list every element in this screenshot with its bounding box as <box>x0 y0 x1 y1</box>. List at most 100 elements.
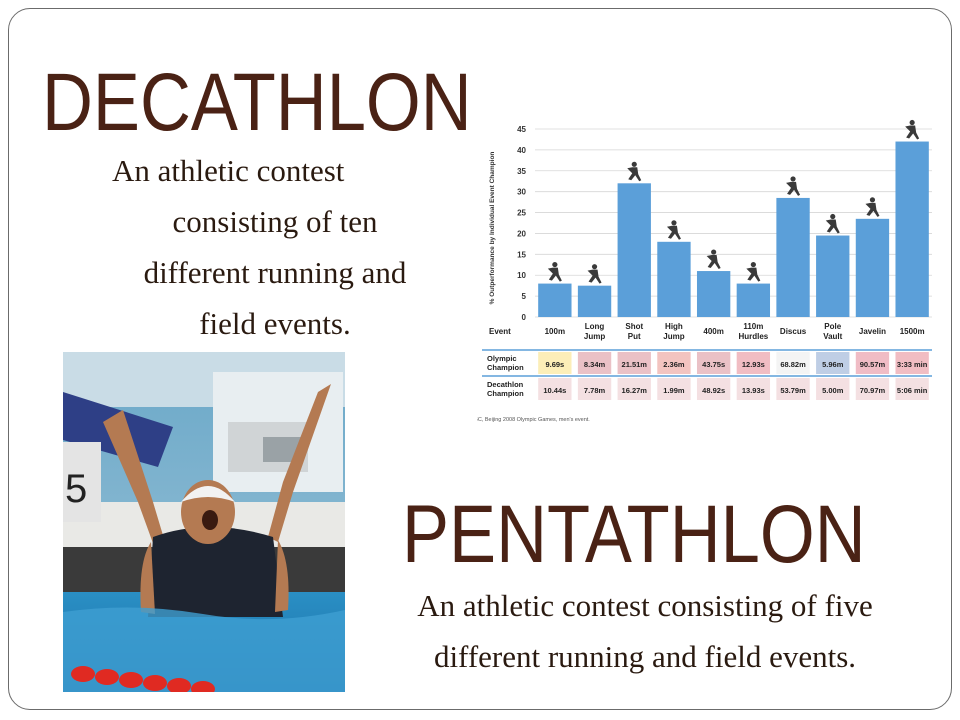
y-tick-label: 35 <box>517 167 526 176</box>
x-tick-label: Javelin <box>859 327 886 336</box>
y-tick-label: 0 <box>522 313 527 322</box>
pentathlon-title: PENTATHLON <box>402 489 866 580</box>
decathlon-value: 48.92s <box>702 386 725 395</box>
olympic-value: 8.34m <box>584 360 606 369</box>
chart-labels: 0 5 10 15 20 25 30 35 40 45 % Outperformance by In… <box>489 125 925 341</box>
chart-source: Source: BBC, Beijing 2008 Olympic Games,… <box>477 417 590 423</box>
olympic-value: 2.36m <box>663 360 685 369</box>
event-row-label: Event <box>489 327 511 336</box>
olympic-value: 68.82m <box>780 360 806 369</box>
decathlon-title: DECATHLON <box>42 57 472 148</box>
chart-table: Olympic Champion Decathlon Champion 9.69s 8.3… <box>450 349 932 423</box>
olympic-value: 9.69s <box>545 360 564 369</box>
x-tick-label: Discus <box>780 327 807 336</box>
x-tick-label: 100m <box>545 327 565 336</box>
flag-background <box>538 352 572 374</box>
bar <box>776 197 810 317</box>
bar <box>577 285 612 317</box>
y-tick-label: 10 <box>517 271 526 280</box>
olympic-value: 5.96m <box>822 360 844 369</box>
flag-background <box>895 378 929 400</box>
decathlon-description-line: field events. <box>199 306 351 341</box>
x-tick-label: 400m <box>703 327 723 336</box>
flag-background <box>776 378 810 400</box>
y-tick-label: 40 <box>517 146 526 155</box>
athlete-icon <box>825 213 840 234</box>
decathlon-value: 5:06 min <box>897 386 928 395</box>
decathlon-champion-label: Decathlon Champion <box>487 380 524 398</box>
y-axis-label: % Outperformance by Individual Event Cha… <box>489 152 496 305</box>
flag-background <box>657 352 691 374</box>
bar <box>816 235 850 317</box>
athlete-icon <box>627 161 642 182</box>
x-tick-label: 1500m <box>900 327 925 336</box>
flag-background <box>577 352 612 374</box>
chart-athlete-icons <box>547 119 920 284</box>
flag-background <box>696 378 731 400</box>
x-tick-label: Pole Vault <box>823 322 842 341</box>
flag-background <box>696 352 731 374</box>
athlete-icon <box>706 249 721 270</box>
flag-background <box>736 378 771 400</box>
y-tick-label: 15 <box>517 250 526 259</box>
olympic-value: 12.93s <box>742 360 765 369</box>
athlete-icon <box>905 119 920 140</box>
olympic-value: 43.75s <box>702 360 725 369</box>
flag-background <box>617 378 651 400</box>
chart-bars <box>538 141 929 317</box>
decathlon-description-line: An athletic contest <box>112 153 345 188</box>
flag-background <box>816 352 850 374</box>
bar <box>895 141 929 317</box>
swimmer-celebrating-image: 5 <box>63 352 345 692</box>
y-tick-label: 20 <box>517 229 526 238</box>
x-tick-label: High Jump <box>663 322 684 341</box>
flag-background <box>895 352 929 374</box>
pentathlon-description-line: An athletic contest consisting of five <box>417 588 873 623</box>
decathlon-value: 5.00m <box>822 386 844 395</box>
x-tick-label: 110m Hurdles <box>738 322 768 341</box>
olympic-champion-label: Olympic Champion <box>487 354 524 372</box>
y-tick-label: 5 <box>522 292 527 301</box>
athlete-icon <box>587 264 602 284</box>
swimmer-photo: 5 <box>63 352 345 692</box>
y-tick-label: 45 <box>517 125 526 134</box>
decathlon-value: 16.27m <box>622 386 648 395</box>
bar <box>736 283 771 317</box>
flag-background <box>855 378 890 400</box>
decathlon-value: 10.44s <box>543 386 566 395</box>
flag-background <box>816 378 850 400</box>
bar <box>855 218 890 317</box>
x-tick-label: Long Jump <box>584 322 605 341</box>
lane-number: 5 <box>65 467 87 511</box>
olympic-value: 21.51m <box>622 360 648 369</box>
decathlon-value: 70.97m <box>860 386 886 395</box>
pentathlon-description-line: different running and field events. <box>433 639 857 674</box>
decathlon-description: An athletic contest consisting of ten di… <box>100 145 450 349</box>
pentathlon-description: An athletic contest consisting of five d… <box>360 580 930 682</box>
flag-background <box>657 378 691 400</box>
x-tick-label: Shot Put <box>625 322 643 341</box>
y-tick-label: 30 <box>517 188 526 197</box>
decathlon-description-line: consisting of ten <box>172 204 378 239</box>
athlete-icon <box>666 220 681 240</box>
flag-background <box>776 352 810 374</box>
bar <box>617 183 651 317</box>
olympic-value: 3:33 min <box>897 360 928 369</box>
athlete-icon <box>865 197 880 217</box>
decathlon-value: 13.93s <box>742 386 765 395</box>
flag-background <box>617 352 651 374</box>
decathlon-value: 53.79m <box>780 386 806 395</box>
flag-background <box>855 352 890 374</box>
decathlon-value: 7.78m <box>584 386 606 395</box>
decathlon-value: 1.99m <box>663 386 685 395</box>
bar <box>696 271 731 317</box>
bar <box>538 283 572 317</box>
flag-background <box>538 378 572 400</box>
athlete-icon <box>746 261 761 282</box>
bar <box>657 241 691 317</box>
chart-svg: 0 5 10 15 20 25 30 35 40 45 % Outperformance by In… <box>450 119 932 423</box>
decathlon-bar-chart: 0 5 10 15 20 25 30 35 40 45 % Outperformance by In… <box>450 112 935 430</box>
athlete-icon <box>547 261 562 282</box>
flag-background <box>577 378 612 400</box>
flag-background <box>736 352 771 374</box>
